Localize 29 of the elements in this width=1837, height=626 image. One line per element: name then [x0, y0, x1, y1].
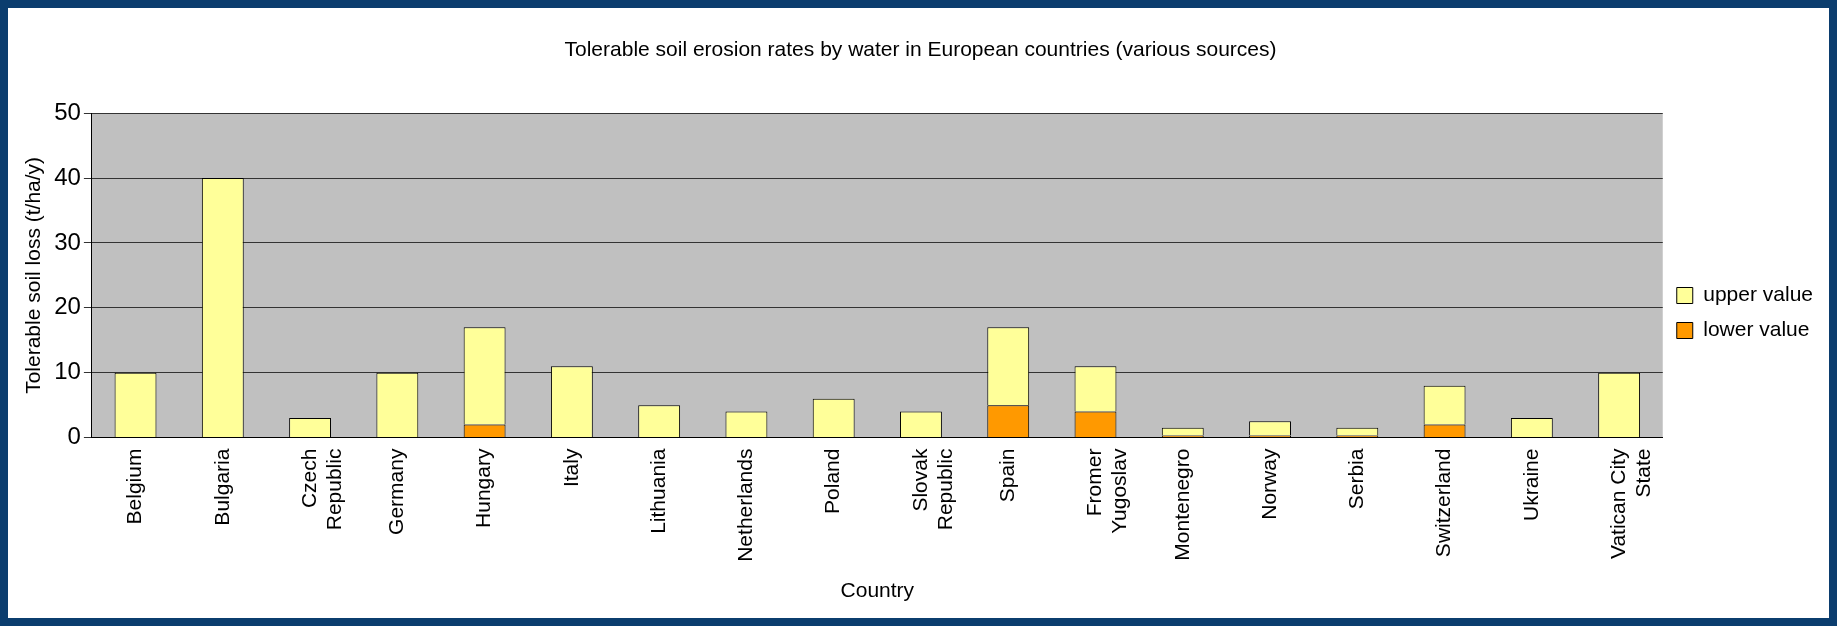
- y-tick-label: 0: [67, 422, 81, 450]
- x-tick-label: Lithuania: [645, 448, 669, 534]
- x-tick-label: Poland: [820, 448, 844, 514]
- x-axis-title: Country: [840, 578, 915, 602]
- x-tick-label: Fromer Yugoslav: [1082, 448, 1131, 534]
- x-tick-label: Hungary: [471, 448, 495, 528]
- x-tick-label: Serbia: [1344, 448, 1368, 510]
- x-tick-label: Norway: [1256, 448, 1280, 520]
- x-tick-label: Germany: [384, 448, 408, 535]
- y-tick-label: 20: [54, 292, 81, 320]
- x-tick-label: Vatican City State: [1605, 448, 1655, 560]
- x-tick-label: Netherlands: [733, 448, 757, 562]
- x-tick-label: Bulgaria: [209, 448, 233, 526]
- y-tick-label: 40: [54, 162, 81, 190]
- x-tick-label: Slovak Republic: [907, 448, 956, 531]
- x-tick-label: Belgium: [122, 448, 146, 525]
- legend-label: upper value: [1703, 282, 1813, 306]
- x-tick-label: Montenegro: [1169, 448, 1193, 561]
- x-tick-label: Spain: [995, 448, 1019, 503]
- chart-title: Tolerable soil erosion rates by water in European countries (various sources): [564, 37, 1277, 61]
- y-axis-title: Tolerable soil loss (t/ha/y): [21, 156, 45, 394]
- x-tick-label: Switzerland: [1431, 448, 1455, 558]
- y-tick-label: 30: [54, 227, 81, 255]
- y-tick-label: 50: [54, 97, 81, 125]
- x-tick-label: Italy: [558, 448, 582, 488]
- x-tick-label: Ukraine: [1518, 448, 1542, 521]
- y-tick-label: 10: [54, 357, 81, 385]
- x-tick-label: Czech Republic: [296, 448, 346, 531]
- legend-label: lower value: [1703, 317, 1810, 341]
